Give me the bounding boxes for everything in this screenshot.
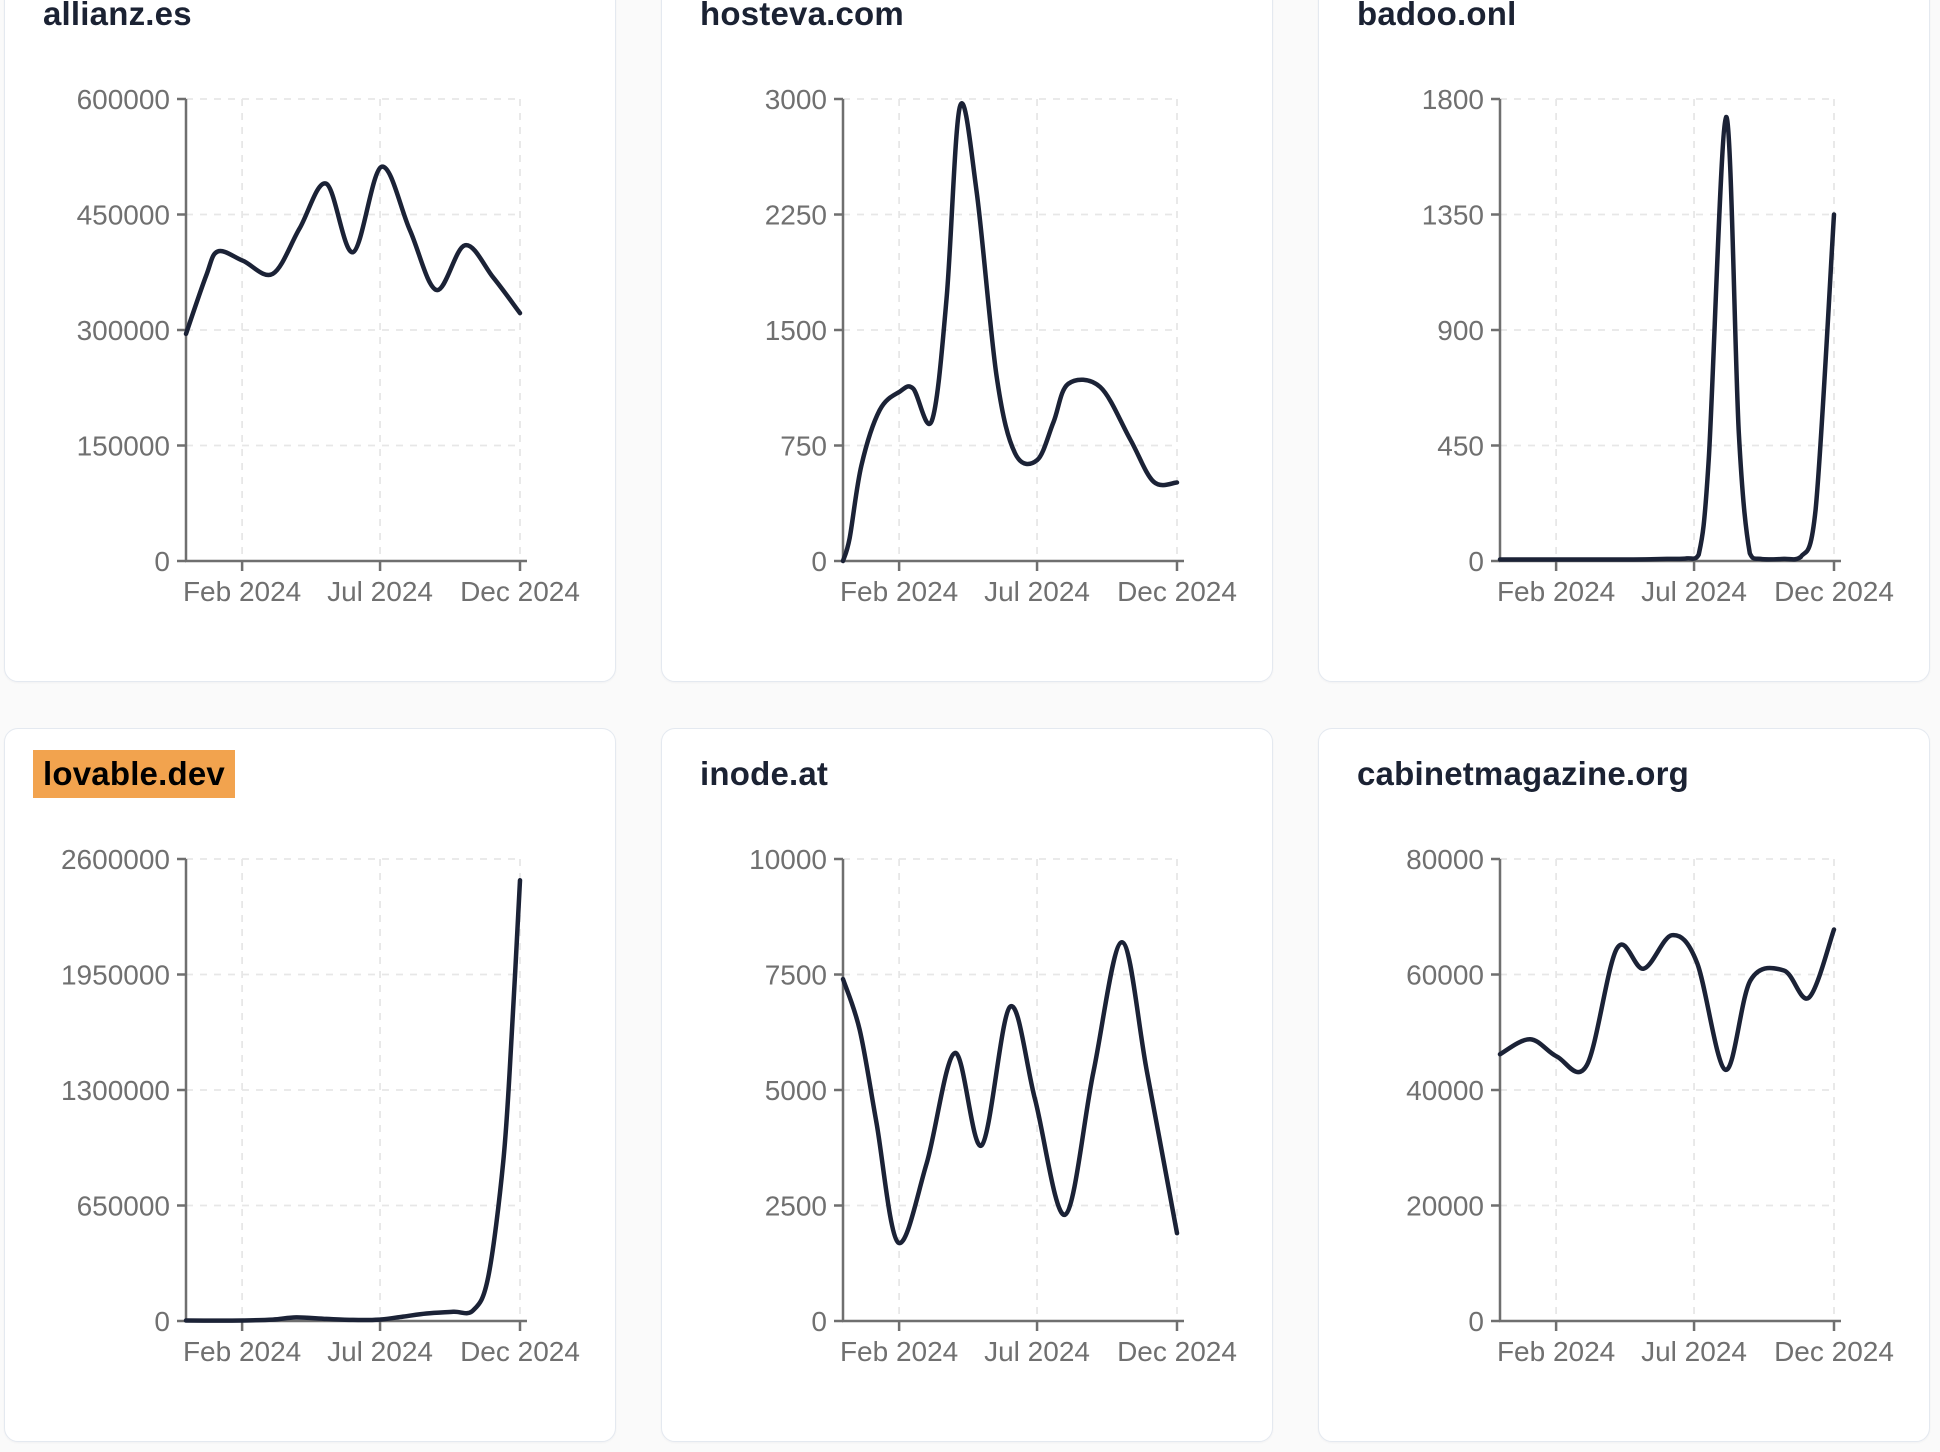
domain-title-text: cabinetmagazine.org: [1357, 755, 1690, 792]
chart-card: cabinetmagazine.org 0 20000 40000 60000 8000…: [1318, 728, 1930, 1442]
line-chart: 0 450 900 1350 1800 Feb 2024 Jul 2024 Dec 2024: [1422, 84, 1894, 607]
domain-title-text: lovable.dev: [33, 750, 235, 798]
series-line: [183, 164, 523, 337]
y-tick-label: 900: [1437, 315, 1484, 346]
y-tick-label: 20000: [1406, 1190, 1484, 1221]
chart-card: inode.at 0 2500 5000 7500 10000 Feb 2024 Jul 2…: [661, 728, 1273, 1442]
x-tick-label: Dec 2024: [1117, 1336, 1237, 1367]
x-tick-label: Feb 2024: [840, 576, 958, 607]
y-tick-label: 600000: [77, 84, 170, 115]
y-tick-label: 750: [780, 430, 827, 461]
y-tick-label: 5000: [765, 1075, 827, 1106]
series-line: [183, 878, 523, 1323]
chart-card-title: badoo.onl: [1357, 0, 1516, 33]
y-tick-label: 0: [154, 1306, 170, 1337]
y-tick-label: 3000: [765, 84, 827, 115]
y-tick-label: 2250: [765, 199, 827, 230]
chart-card: allianz.es 0 150000 300000 450000 600000 Feb …: [4, 0, 616, 682]
y-tick-label: 0: [1468, 1306, 1484, 1337]
y-tick-label: 1500: [765, 315, 827, 346]
y-tick-label: 650000: [77, 1190, 170, 1221]
y-tick-label: 0: [811, 546, 827, 577]
chart-card-title: inode.at: [700, 755, 828, 793]
x-tick-label: Feb 2024: [1497, 1336, 1615, 1367]
domain-title-text: hosteva.com: [700, 0, 904, 32]
series-line: [840, 101, 1180, 564]
y-tick-label: 2600000: [61, 844, 170, 875]
domain-title-text: badoo.onl: [1357, 0, 1517, 32]
y-tick-label: 1300000: [61, 1075, 170, 1106]
series-line: [1497, 927, 1837, 1075]
series-line: [840, 939, 1180, 1246]
x-tick-label: Feb 2024: [183, 1336, 301, 1367]
x-tick-label: Feb 2024: [183, 576, 301, 607]
line-chart: 0 150000 300000 450000 600000 Feb 2024 Jul 202…: [77, 84, 580, 607]
y-tick-label: 450000: [77, 199, 170, 230]
x-tick-label: Dec 2024: [460, 1336, 580, 1367]
x-tick-label: Jul 2024: [984, 576, 1090, 607]
chart-card-title: allianz.es: [43, 0, 192, 33]
x-tick-label: Dec 2024: [1774, 576, 1894, 607]
x-tick-label: Jul 2024: [327, 576, 433, 607]
y-tick-label: 40000: [1406, 1075, 1484, 1106]
x-tick-label: Dec 2024: [460, 576, 580, 607]
x-tick-label: Jul 2024: [1641, 1336, 1747, 1367]
x-tick-label: Feb 2024: [1497, 576, 1615, 607]
y-tick-label: 1350: [1422, 199, 1484, 230]
y-tick-label: 150000: [77, 430, 170, 461]
x-tick-label: Dec 2024: [1774, 1336, 1894, 1367]
x-tick-label: Jul 2024: [327, 1336, 433, 1367]
line-chart: 0 650000 1300000 1950000 2600000 Feb 2024 Jul …: [61, 844, 580, 1367]
domain-title-text: allianz.es: [43, 0, 192, 32]
line-chart: 0 20000 40000 60000 80000 Feb 2024 Jul 2024 Dec…: [1406, 844, 1894, 1367]
chart-card-title: lovable.dev: [33, 750, 235, 798]
y-tick-label: 0: [811, 1306, 827, 1337]
chart-card: hosteva.com 0 750 1500 2250 3000 Feb 2024 Jul …: [661, 0, 1273, 682]
chart-card-title: hosteva.com: [700, 0, 904, 33]
x-tick-label: Jul 2024: [1641, 576, 1747, 607]
y-tick-label: 10000: [749, 844, 827, 875]
y-tick-label: 7500: [765, 959, 827, 990]
y-tick-label: 300000: [77, 315, 170, 346]
y-tick-label: 450: [1437, 430, 1484, 461]
chart-card-title: cabinetmagazine.org: [1357, 755, 1689, 793]
y-tick-label: 0: [1468, 546, 1484, 577]
y-tick-label: 2500: [765, 1190, 827, 1221]
series-line: [1497, 114, 1837, 562]
chart-card: lovable.dev 0 650000 1300000 1950000 2600000…: [4, 728, 616, 1442]
y-tick-label: 1950000: [61, 959, 170, 990]
y-tick-label: 1800: [1422, 84, 1484, 115]
x-tick-label: Jul 2024: [984, 1336, 1090, 1367]
line-chart: 0 750 1500 2250 3000 Feb 2024 Jul 2024 Dec 2024: [765, 84, 1237, 607]
y-tick-label: 0: [154, 546, 170, 577]
domain-title-text: inode.at: [700, 755, 829, 792]
chart-card: badoo.onl 0 450 900 1350 1800 Feb 2024 Jul 202…: [1318, 0, 1930, 682]
y-tick-label: 60000: [1406, 959, 1484, 990]
x-tick-label: Feb 2024: [840, 1336, 958, 1367]
x-tick-label: Dec 2024: [1117, 576, 1237, 607]
line-chart: 0 2500 5000 7500 10000 Feb 2024 Jul 2024 Dec 20…: [749, 844, 1237, 1367]
y-tick-label: 80000: [1406, 844, 1484, 875]
